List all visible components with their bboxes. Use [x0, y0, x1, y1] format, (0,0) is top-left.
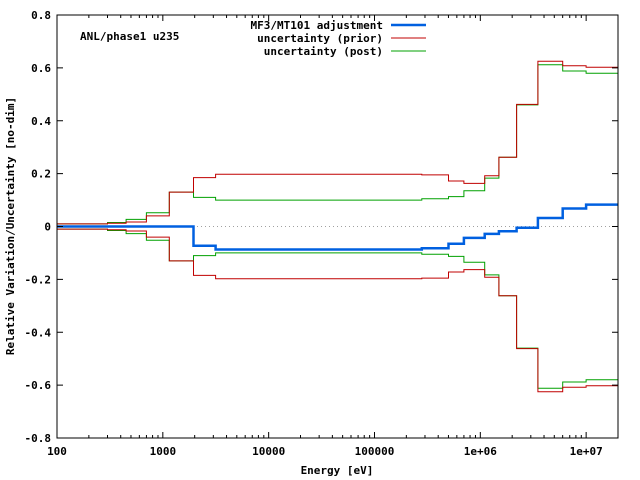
y-tick-label: 0.8: [31, 9, 51, 22]
x-tick-label: 100: [47, 445, 67, 458]
legend-label: uncertainty (post): [264, 45, 383, 58]
y-tick-label: -0.8: [25, 432, 52, 445]
x-tick-label: 10000: [252, 445, 285, 458]
x-tick-label: 100000: [355, 445, 395, 458]
y-tick-label: 0.2: [31, 168, 51, 181]
x-axis-label: Energy [eV]: [301, 464, 374, 477]
y-tick-label: -0.4: [25, 326, 52, 339]
y-axis-label: Relative Variation/Uncertainty [no-dim]: [4, 97, 17, 355]
series-line-uncertainty-prior-upper: [57, 60, 618, 225]
x-tick-label: 1e+06: [464, 445, 497, 458]
legend-label: uncertainty (prior): [257, 32, 383, 45]
y-tick-label: 0: [44, 221, 51, 234]
chart-annotation: ANL/phase1 u235: [80, 30, 179, 43]
x-tick-label: 1000: [150, 445, 177, 458]
y-tick-label: 0.6: [31, 62, 51, 75]
x-tick-label: 1e+07: [570, 445, 603, 458]
legend-label: MF3/MT101 adjustment: [251, 19, 383, 32]
y-tick-label: -0.2: [25, 273, 52, 286]
series-layer: [57, 60, 618, 393]
series-line-mf3-mt101-adjustment: [57, 203, 618, 251]
y-tick-label: 0.4: [31, 115, 51, 128]
series-line-uncertainty-prior-lower: [57, 228, 618, 393]
tick-layer: [56, 14, 618, 439]
y-tick-label: -0.6: [25, 379, 52, 392]
